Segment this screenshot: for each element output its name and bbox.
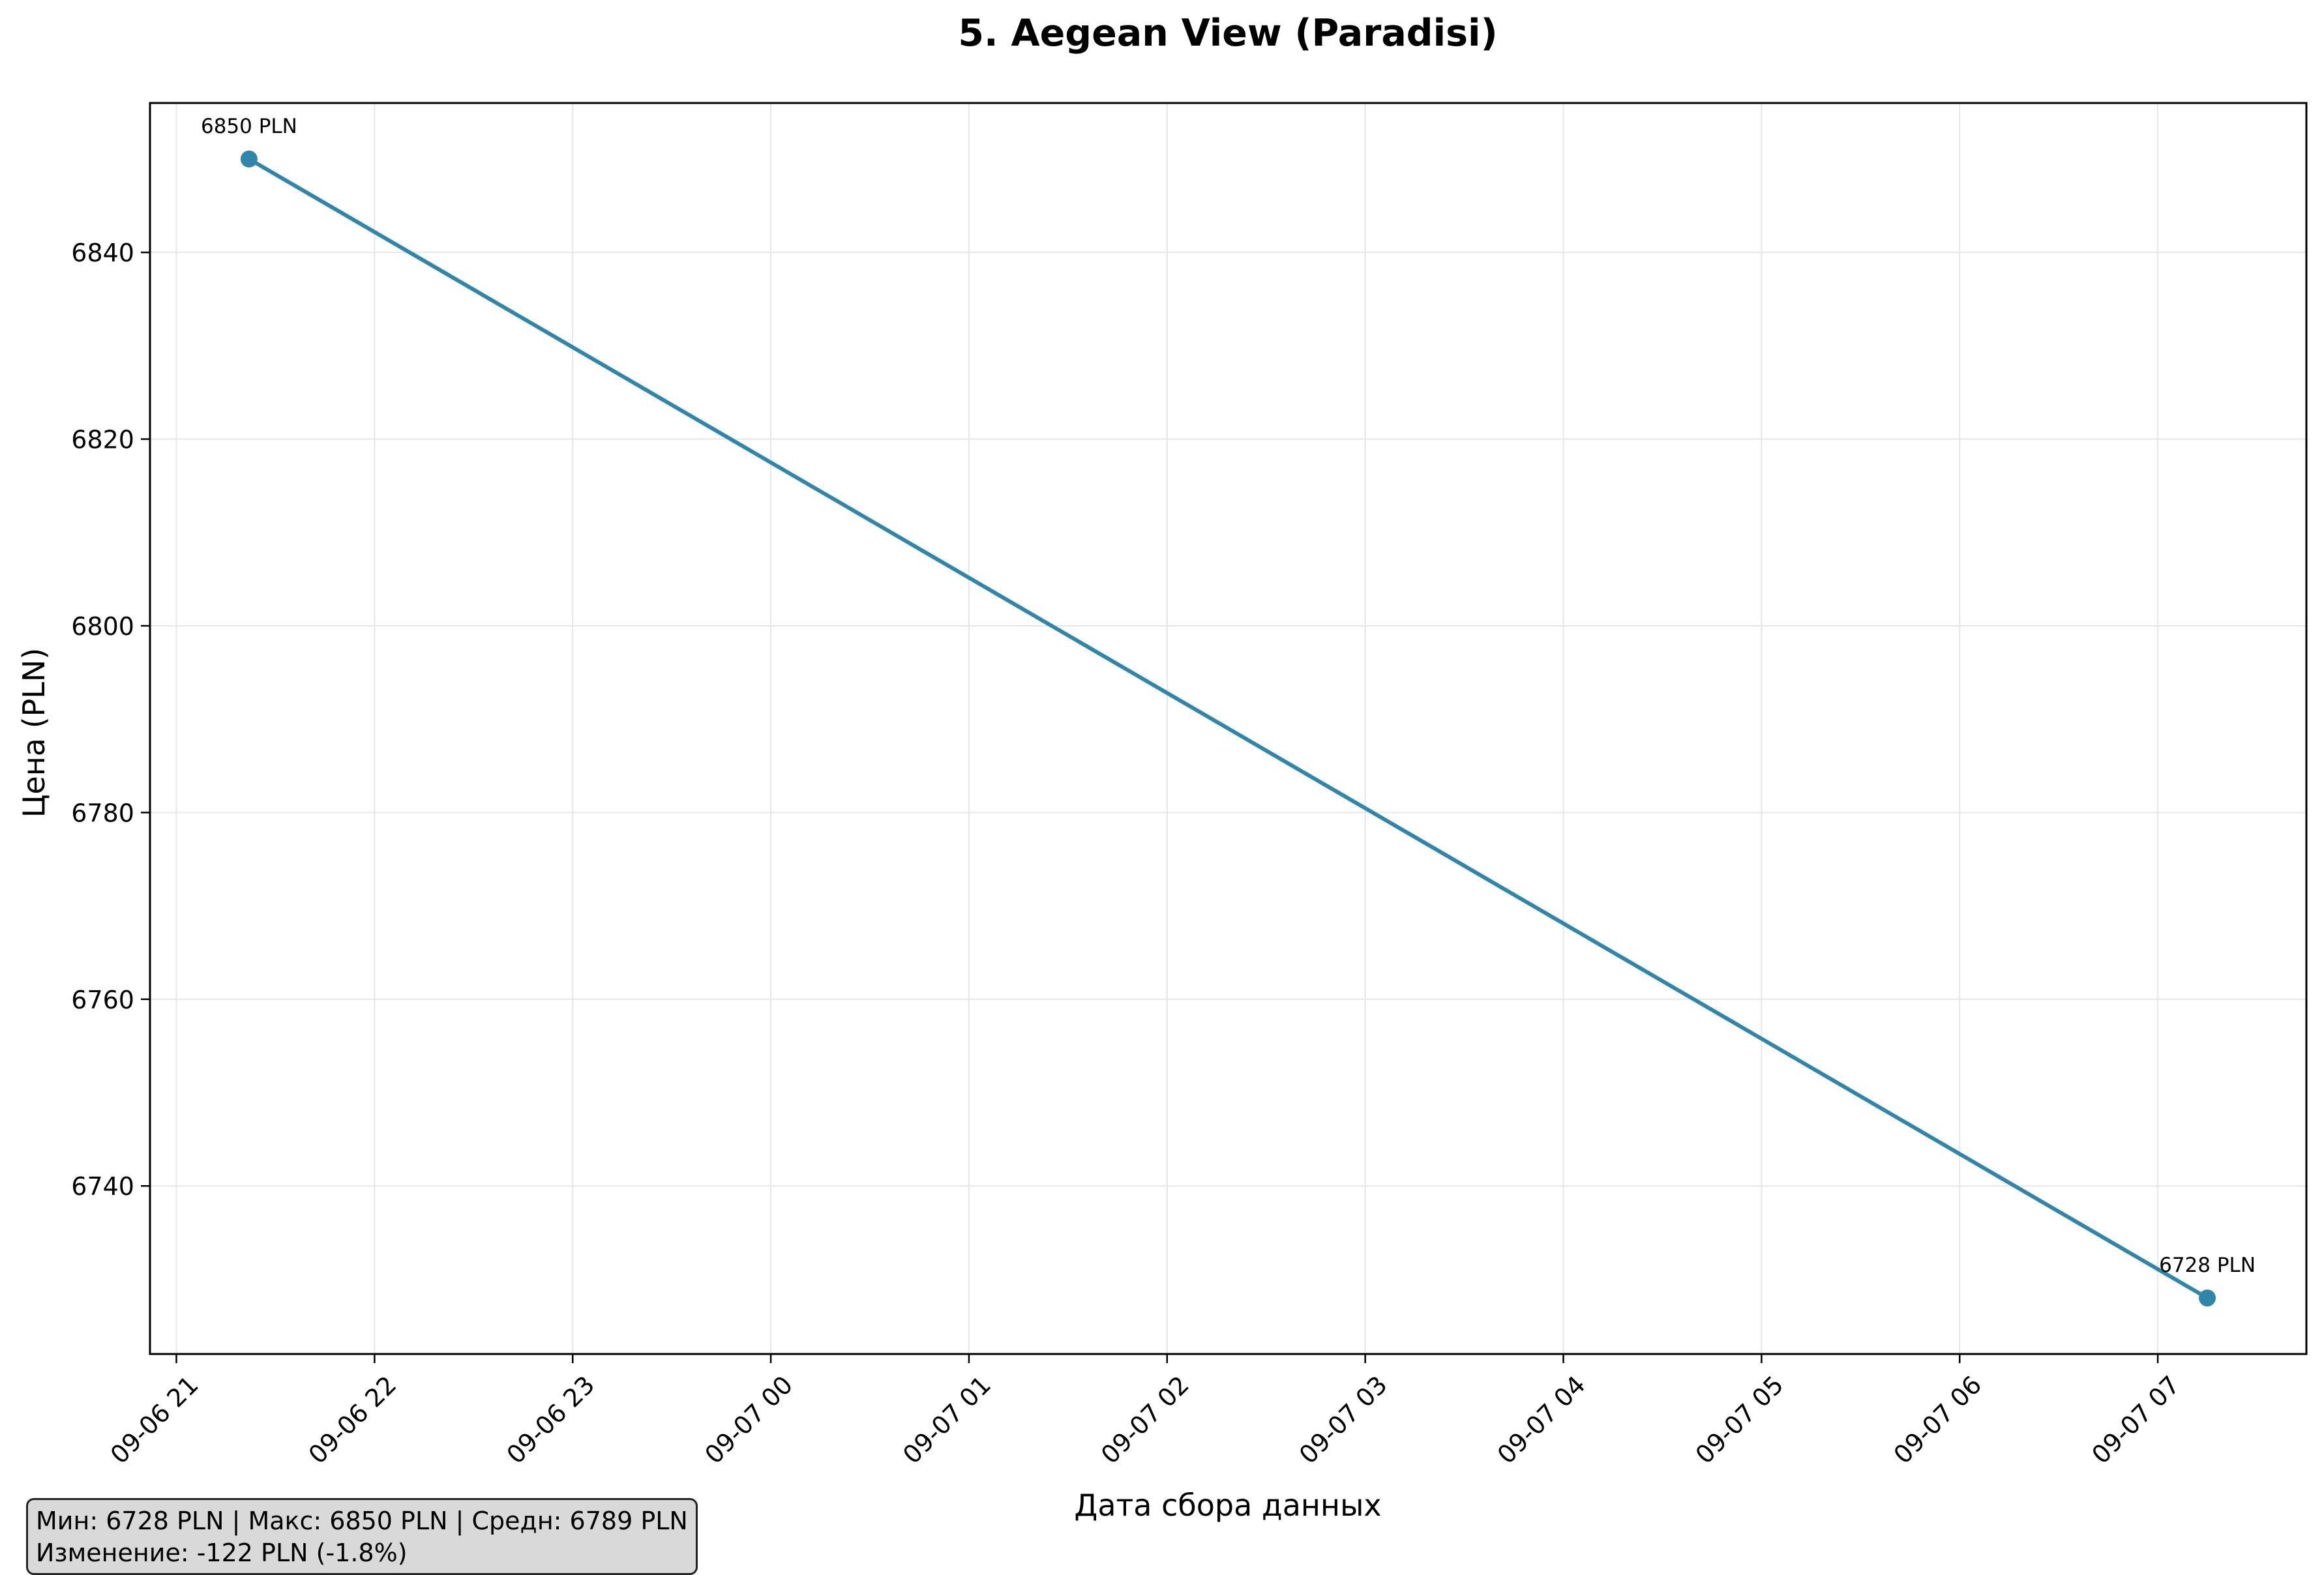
data-label: 6728 PLN	[2159, 1254, 2256, 1277]
x-tick-label: 09-06 22	[303, 1370, 402, 1469]
x-tick-label: 09-07 00	[699, 1370, 798, 1469]
y-tick-label: 6780	[71, 799, 134, 827]
data-labels: 6850 PLN 6728 PLN	[201, 115, 2256, 1277]
series	[240, 150, 2216, 1307]
data-point	[240, 150, 258, 168]
grid	[150, 103, 2306, 1354]
y-tick-label: 6740	[71, 1172, 134, 1201]
chart-title: 5. Aegean View (Paradisi)	[958, 12, 1497, 55]
stats-change: Изменение: -122 PLN (-1.8%)	[36, 1538, 408, 1567]
y-axis-label: Цена (PLN)	[16, 648, 52, 818]
y-tick-label: 6800	[71, 612, 134, 641]
x-tick-label: 09-06 21	[105, 1370, 204, 1469]
x-tick-label: 09-07 07	[2086, 1370, 2185, 1469]
x-tick-label: 09-07 01	[897, 1370, 996, 1469]
x-tick-label: 09-07 06	[1888, 1370, 1987, 1469]
x-tick-label: 09-07 04	[1492, 1370, 1591, 1469]
y-tick-label: 6760	[71, 986, 134, 1014]
data-label: 6850 PLN	[201, 115, 297, 138]
plot-frame	[149, 102, 2308, 1355]
stats-min-max-avg: Мин: 6728 PLN | Макс: 6850 PLN | Средн: …	[36, 1507, 688, 1535]
x-tick-label: 09-07 02	[1095, 1370, 1195, 1469]
x-axis-label: Дата сбора данных	[1074, 1488, 1381, 1523]
x-tick-label: 09-07 05	[1690, 1370, 1789, 1469]
price-line	[248, 157, 2209, 1300]
y-tick-label: 6820	[71, 426, 134, 454]
x-tick-label: 09-07 03	[1294, 1370, 1393, 1469]
stats-box: Мин: 6728 PLN | Макс: 6850 PLN | Средн: …	[26, 1498, 698, 1575]
x-tick-label: 09-06 23	[501, 1370, 600, 1469]
y-tick-label: 6840	[71, 239, 134, 267]
axes: 09-06 21 09-06 22 09-06 23 09-07 00 09-07 01…	[71, 102, 2308, 1469]
data-point	[2199, 1289, 2216, 1307]
